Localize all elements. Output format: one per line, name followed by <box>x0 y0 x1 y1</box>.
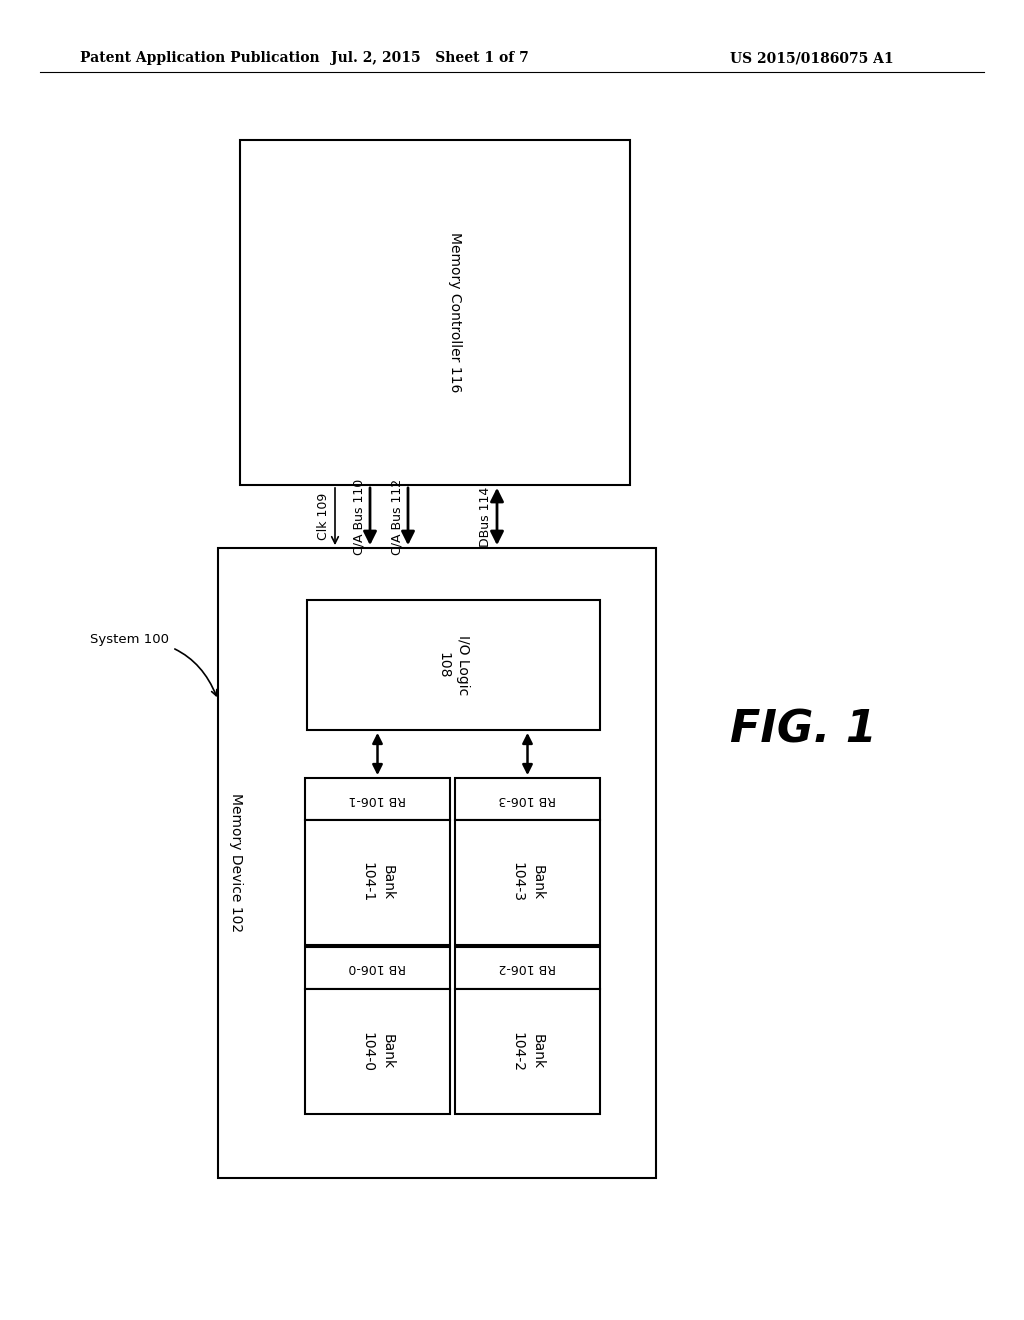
Text: RB 106-0: RB 106-0 <box>349 961 407 974</box>
Bar <box>240 140 630 484</box>
Text: FIG. 1: FIG. 1 <box>730 709 877 751</box>
Text: Patent Application Publication: Patent Application Publication <box>80 51 319 65</box>
Text: RB 106-2: RB 106-2 <box>499 961 556 974</box>
Bar <box>455 777 600 820</box>
Text: DBus 114: DBus 114 <box>479 486 492 546</box>
Text: Jul. 2, 2015   Sheet 1 of 7: Jul. 2, 2015 Sheet 1 of 7 <box>331 51 528 65</box>
Bar <box>455 946 600 989</box>
Text: Bank
104-3: Bank 104-3 <box>511 862 544 903</box>
Bar <box>218 548 656 1177</box>
Text: I/O Logic
108: I/O Logic 108 <box>437 635 470 696</box>
Bar <box>305 777 450 820</box>
Bar <box>305 989 450 1114</box>
Text: US 2015/0186075 A1: US 2015/0186075 A1 <box>730 51 894 65</box>
Bar <box>305 820 450 945</box>
Text: RB 106-1: RB 106-1 <box>349 792 407 805</box>
Bar <box>305 946 450 989</box>
Bar <box>307 601 600 730</box>
Bar <box>455 989 600 1114</box>
Text: System 100: System 100 <box>90 634 217 696</box>
Text: RB 106-3: RB 106-3 <box>499 792 556 805</box>
Text: Bank
104-2: Bank 104-2 <box>511 1031 544 1072</box>
Text: C/A Bus 110: C/A Bus 110 <box>352 478 365 554</box>
Text: Memory Device 102: Memory Device 102 <box>229 793 243 932</box>
Text: Bank
104-1: Bank 104-1 <box>360 862 394 903</box>
Text: Memory Controller 116: Memory Controller 116 <box>449 232 462 392</box>
Text: Bank
104-0: Bank 104-0 <box>360 1031 394 1072</box>
Bar <box>455 820 600 945</box>
Text: Clk 109: Clk 109 <box>317 492 330 540</box>
Text: C/A Bus 112: C/A Bus 112 <box>390 478 403 554</box>
